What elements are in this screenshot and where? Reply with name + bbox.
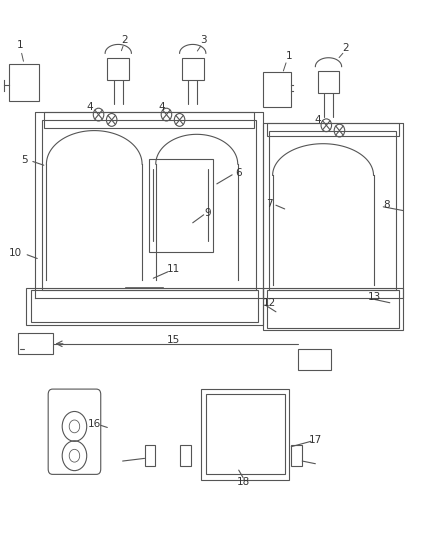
Text: 4: 4 (314, 115, 321, 125)
Text: 3: 3 (200, 35, 207, 45)
Text: 6: 6 (235, 168, 242, 178)
Text: 8: 8 (383, 200, 390, 210)
Text: 17: 17 (309, 435, 322, 445)
Text: 4: 4 (159, 102, 166, 111)
Text: 16: 16 (88, 419, 101, 429)
Text: 7: 7 (266, 199, 273, 208)
Text: 9: 9 (205, 208, 212, 218)
Text: 11: 11 (166, 264, 180, 274)
Text: 13: 13 (368, 292, 381, 302)
Text: 18: 18 (237, 478, 250, 487)
Text: 5: 5 (21, 155, 28, 165)
Text: 4: 4 (86, 102, 93, 111)
Text: 1: 1 (16, 41, 23, 50)
Text: 1: 1 (286, 51, 293, 61)
Text: 15: 15 (166, 335, 180, 344)
Text: 2: 2 (121, 35, 128, 45)
Text: 2: 2 (343, 43, 350, 53)
Text: 12: 12 (263, 298, 276, 308)
Text: 10: 10 (9, 248, 22, 258)
